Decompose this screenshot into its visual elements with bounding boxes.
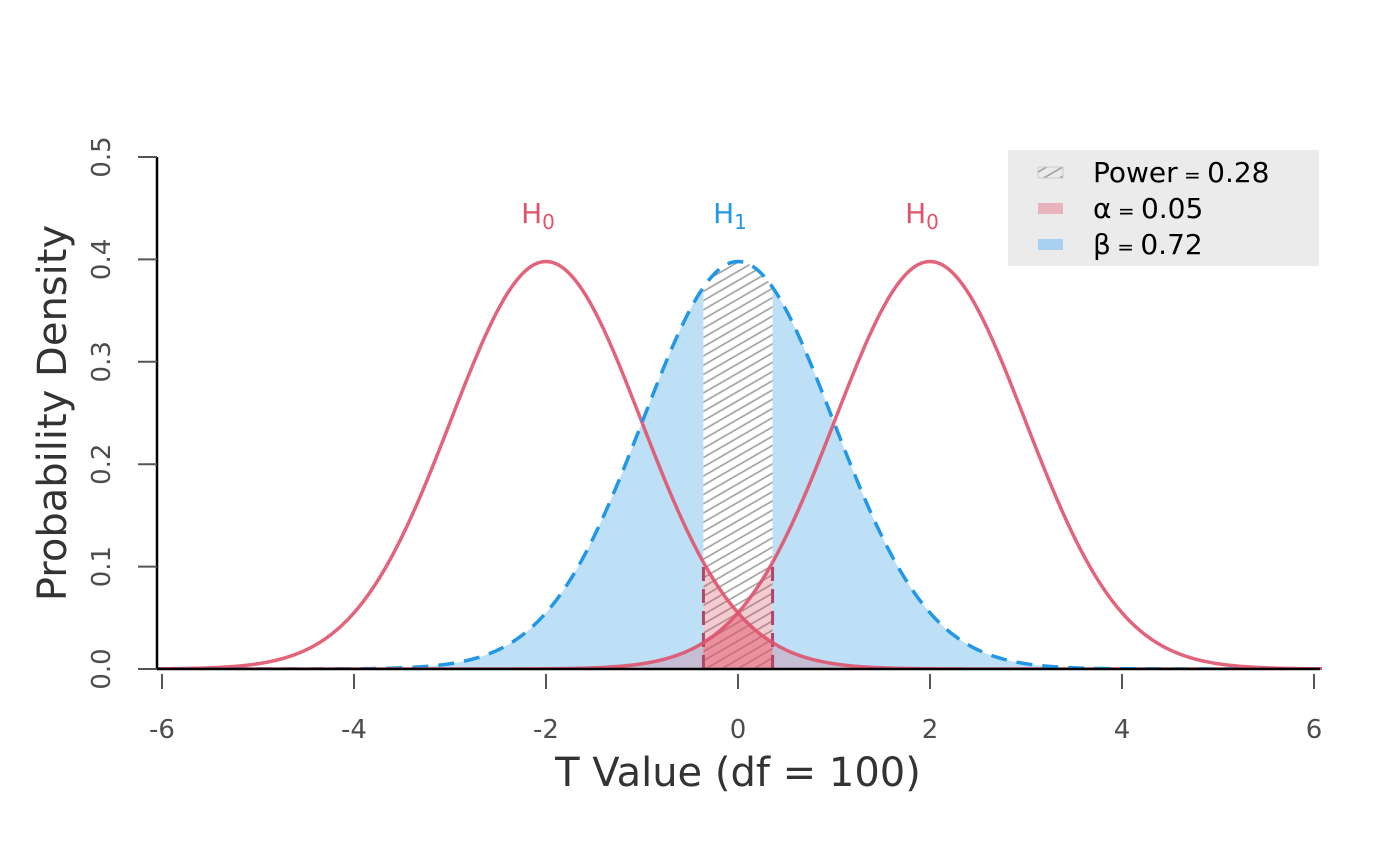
y-tick-label: 0.3 [87,341,117,382]
legend-entry-1: Power = 0.28 [1093,156,1269,189]
legend-swatch-1 [1037,166,1064,179]
legend-entry-2: α = 0.05 [1093,192,1203,225]
x-tick-label: 0 [730,715,747,745]
curve-label-h0: H0 [521,197,555,234]
y-tick-label: 0.2 [87,444,117,485]
legend-swatch-3 [1038,239,1063,250]
h0-overlap-area [157,612,1322,669]
legend-text-part: = [1111,199,1140,223]
y-tick-label: 0.1 [87,546,117,587]
x-tick-label: 2 [922,715,939,745]
legend-text-part: α [1093,192,1111,225]
y-axis-title: Probability Density [30,225,76,601]
x-tick-label: 6 [1306,715,1323,745]
curve-label-h1: H1 [713,197,747,234]
y-tick-label: 0.5 [87,136,117,177]
legend-text-part: = [1178,163,1207,187]
alpha-area-2 [703,562,773,669]
beta-area-left [157,287,704,669]
subscript: 1 [734,210,747,234]
y-tick-label: 0.4 [87,239,117,280]
legend-text-part: β [1093,228,1111,261]
alpha-area-1 [703,562,773,669]
legend-text-part: 0.72 [1140,228,1202,261]
x-tick-label: 4 [1114,715,1131,745]
axes: -6 -4 -2 0 2 4 6 0.0 0.1 0.2 0.3 0.4 0.5 [87,136,1322,745]
beta-area-right [772,287,1322,669]
x-tick-label: -4 [341,715,367,745]
legend: Power = 0.28α = 0.05β = 0.72 [1008,150,1319,266]
legend-text-part: 0.28 [1207,156,1269,189]
y-tick-label: 0.0 [87,648,117,689]
curve-labels: H0 H1 H0 [521,197,939,234]
legend-text-part: 0.05 [1141,192,1203,225]
subscript: 0 [926,210,939,234]
x-axis-title: T Value (df = 100) [554,750,921,796]
legend-text-part: Power [1093,156,1178,189]
legend-text-part: = [1111,235,1140,259]
area-fills [157,261,1322,669]
power-area [703,261,773,669]
x-tick-label: -6 [149,715,175,745]
subscript: 0 [542,210,555,234]
legend-entry-3: β = 0.72 [1093,228,1203,261]
x-tick-label: -2 [533,715,559,745]
legend-swatch-2 [1038,203,1063,214]
curve-label-h0: H0 [905,197,939,234]
